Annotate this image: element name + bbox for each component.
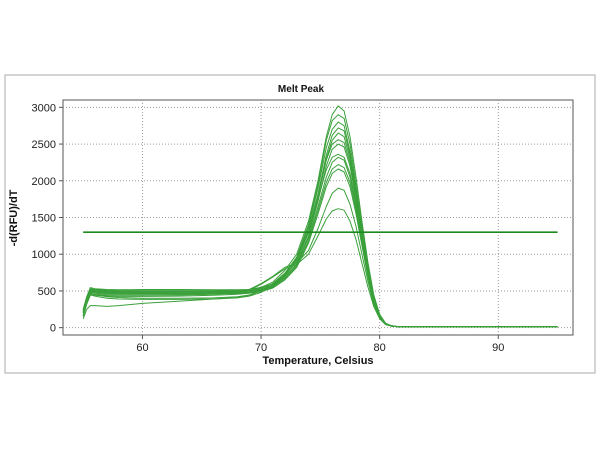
x-tick-label: 80 xyxy=(374,342,386,354)
melt-curve-13 xyxy=(82,143,558,328)
y-tick-label: 500 xyxy=(38,286,56,298)
y-tick-label: 1500 xyxy=(32,213,56,225)
x-axis-label: Temperature, Celsius xyxy=(262,355,373,367)
y-axis-label: -d(RFU)/dT xyxy=(8,189,20,246)
x-tick-label: 90 xyxy=(492,342,504,354)
y-tick-label: 1000 xyxy=(32,249,56,261)
axis-ticks: 60 70 80 90 0 500 1000 1500 2000 2500 3000 xyxy=(32,102,505,354)
y-tick-label: 2000 xyxy=(32,176,56,188)
series-layer xyxy=(82,105,558,328)
y-tick-label: 3000 xyxy=(32,102,56,114)
x-tick-label: 70 xyxy=(255,342,267,354)
x-tick-label: 60 xyxy=(136,342,148,354)
y-tick-label: 2500 xyxy=(32,139,56,151)
chart-title: Melt Peak xyxy=(278,84,325,95)
y-tick-label: 0 xyxy=(50,323,56,335)
